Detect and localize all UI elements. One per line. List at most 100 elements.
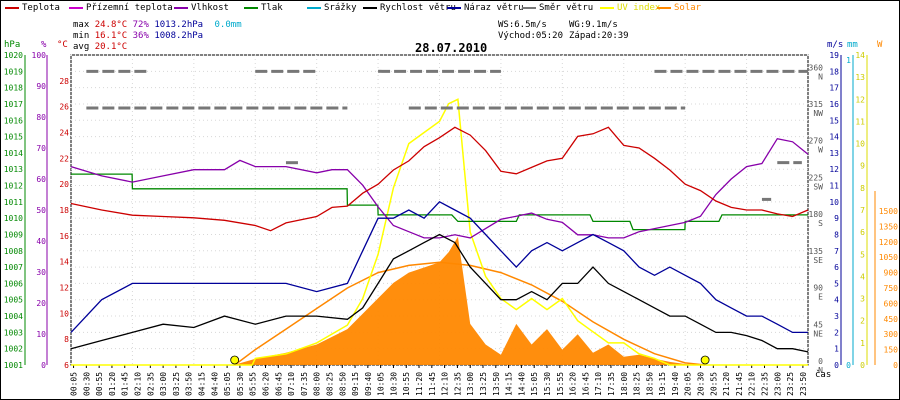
x-tick-label: 05:55	[249, 372, 258, 396]
legend-swatch	[600, 6, 614, 9]
pressure-tick-label: 1008	[4, 247, 23, 256]
legend-label: Rychlost větru	[380, 3, 456, 13]
sun-marker	[230, 355, 240, 365]
x-tick-label: 10:30	[389, 372, 398, 396]
sun-marker	[700, 355, 710, 365]
legend-item-8: UV index	[600, 3, 660, 13]
x-tick-label: 18:25	[633, 372, 642, 396]
x-tick-label: 11:20	[415, 372, 424, 396]
stats-avg-row: avg 20.1°C	[73, 42, 127, 52]
stats-max-temp: 24.8°C	[94, 20, 128, 30]
legend-swatch	[657, 6, 671, 9]
wind-speed-tick-label: 8	[834, 230, 839, 239]
wind-speed-tick-label: 6	[834, 263, 839, 272]
pressure-tick-label: 1003	[4, 328, 23, 337]
temperature-tick-label: 6	[64, 361, 69, 370]
humidity-tick-label: 30	[36, 268, 46, 277]
x-tick-label: 10:05	[377, 372, 386, 396]
legend-label: Směr větru	[539, 3, 594, 13]
wind-speed-tick-label: 10	[829, 198, 839, 207]
wind-direction-degree-label: 270	[809, 137, 824, 146]
legend-item-6: Náraz větru	[447, 3, 524, 13]
pressure-tick-label: 1016	[4, 116, 23, 125]
x-tick-label: 13:50	[492, 372, 501, 396]
pressure-tick-label: 1010	[4, 214, 23, 223]
wind-direction-compass-label: N	[818, 72, 823, 81]
legend: Teplota Přízemní teplota Vlhkost Tlak Srážky…	[1, 3, 899, 17]
wind-speed-tick-label: 1	[834, 345, 839, 354]
humidity-axis-unit: %	[41, 40, 47, 50]
x-tick-label: 20:30	[697, 372, 706, 396]
uv-line	[71, 98, 808, 366]
solar-area	[71, 236, 808, 365]
x-tick-label: 22:10	[748, 372, 757, 396]
x-tick-label: 17:10	[594, 372, 603, 396]
legend-swatch	[363, 6, 377, 9]
humidity-tick-label: 80	[36, 113, 46, 122]
wind-speed-axis-unit: m/s	[827, 40, 843, 50]
uv-tick-label: 0	[860, 361, 865, 370]
legend-item-5: Rychlost větru	[363, 3, 456, 13]
solar-tick-label: 750	[884, 284, 899, 293]
legend-item-7: Směr větru	[522, 3, 593, 13]
stats-max-label: max	[73, 20, 90, 30]
x-tick-label: 09:15	[351, 372, 360, 396]
legend-label: Vlhkost	[191, 3, 229, 13]
x-tick-label: 15:05	[530, 372, 539, 396]
stats-min-press: 1008.2hPa	[154, 31, 204, 41]
x-tick-label: 10:55	[402, 372, 411, 396]
wind-speed-tick-label: 13	[829, 149, 839, 158]
uv-tick-label: 8	[860, 184, 865, 193]
stats-sunrise: Východ:05:20	[498, 31, 564, 41]
x-tick-label: 08:25	[325, 372, 334, 396]
temperature-tick-label: 10	[59, 309, 69, 318]
wind-direction-degree-label: 315	[809, 100, 824, 109]
stats-avg-label: avg	[73, 42, 90, 52]
stats-max-press: 1013.2hPa	[154, 20, 204, 30]
wind-direction-degree-label: 135	[809, 247, 824, 256]
wind-direction-compass-label: NE	[813, 329, 823, 338]
uv-tick-label: 13	[855, 73, 865, 82]
x-tick-label: 03:25	[172, 372, 181, 396]
pressure-tick-label: 1018	[4, 84, 23, 93]
temperature-tick-label: 22	[59, 154, 69, 163]
temperature-tick-label: 14	[59, 258, 69, 267]
solar-tick-label: 1500	[879, 207, 898, 216]
x-tick-label: 06:20	[261, 372, 270, 396]
wind-direction-compass-label: W	[818, 146, 823, 155]
x-tick-label: 04:40	[210, 372, 219, 396]
wind-speed-tick-label: 18	[829, 67, 839, 76]
wind-gust-line	[70, 200, 808, 334]
temperature-tick-label: 20	[59, 180, 69, 189]
humidity-tick-label: 100	[32, 51, 47, 60]
x-tick-label: 22:35	[760, 372, 769, 396]
legend-item-1: Přízemní teplota	[69, 3, 173, 13]
x-tick-label: 18:50	[645, 372, 654, 396]
x-tick-label: 13:25	[479, 372, 488, 396]
x-tick-label: 21:20	[722, 372, 731, 396]
pressure-tick-label: 1007	[4, 263, 23, 272]
solar-tick-label: 300	[884, 330, 899, 339]
pressure-tick-label: 1006	[4, 279, 23, 288]
stats-wg: WG:9.1m/s	[569, 20, 618, 30]
legend-label: Solar	[674, 3, 702, 13]
stats-avg-temp: 20.1°C	[94, 42, 128, 52]
x-tick-label: 08:50	[338, 372, 347, 396]
wind-direction-degree-label: 360	[809, 63, 824, 72]
pressure-tick-label: 1004	[4, 312, 23, 321]
rain-axis-unit: mm	[847, 40, 858, 50]
x-tick-label: 02:10	[134, 372, 143, 396]
x-tick-label: 23:50	[799, 372, 808, 396]
legend-item-0: Teplota	[5, 3, 60, 13]
legend-label: Náraz větru	[464, 3, 524, 13]
x-tick-label: 19:15	[658, 372, 667, 396]
x-tick-label: 08:00	[313, 372, 322, 396]
wind-direction-compass-label: SE	[813, 256, 823, 265]
wind-speed-line	[70, 233, 809, 353]
wind-direction-compass-label: E	[818, 293, 823, 302]
uv-tick-label: 10	[855, 140, 865, 149]
legend-swatch	[447, 6, 461, 9]
x-tick-label: 04:15	[198, 372, 207, 396]
stats-min-label: min	[73, 31, 90, 41]
legend-item-3: Tlak	[244, 3, 283, 13]
